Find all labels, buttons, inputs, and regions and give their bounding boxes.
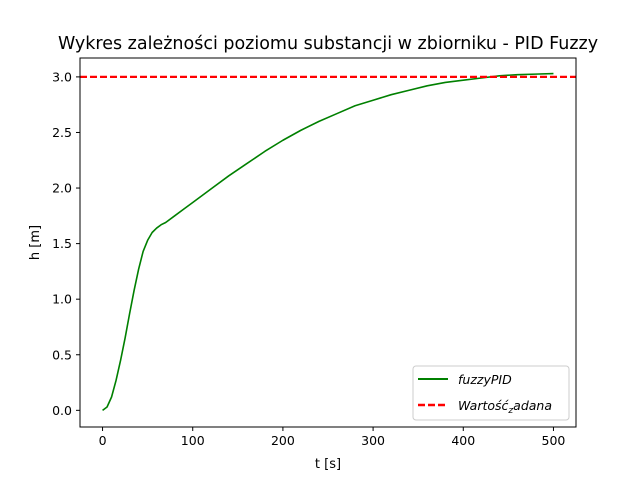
chart-title: Wykres zależności poziomu substancji w z… — [58, 34, 598, 54]
legend-label-setpoint-sub: z — [507, 406, 513, 416]
y-tick-label: 0.5 — [52, 347, 72, 362]
legend-label-setpoint-rest: adana — [513, 398, 552, 413]
series-layer — [80, 72, 576, 411]
legend-label-fuzzypid: fuzzyPID — [458, 372, 512, 387]
x-tick-label: 300 — [361, 433, 385, 448]
x-tick-label: 500 — [542, 433, 566, 448]
y-tick-label: 2.5 — [52, 125, 72, 140]
legend: fuzzyPID Wartośćzadana — [412, 365, 570, 421]
legend-label-setpoint-main: Wartość — [458, 398, 510, 413]
y-axis: 0.0 0.5 1.0 1.5 2.0 2.5 3.0 — [52, 69, 80, 418]
x-axis: 0 100 200 300 400 500 — [99, 427, 566, 448]
legend-frame — [412, 365, 570, 421]
plot-frame — [79, 57, 577, 428]
y-axis-label: h [m] — [28, 225, 43, 260]
series-line-fuzzypid — [102, 72, 554, 411]
y-tick-label: 2.0 — [52, 181, 72, 196]
x-tick-label: 400 — [451, 433, 475, 448]
x-axis-label: t [s] — [315, 457, 341, 472]
y-tick-label: 1.0 — [52, 292, 72, 307]
x-tick-label: 0 — [99, 433, 107, 448]
legend-label-setpoint: Wartośćzadana — [458, 398, 552, 416]
y-tick-label: 0.0 — [52, 403, 72, 418]
x-tick-label: 200 — [271, 433, 295, 448]
x-tick-label: 100 — [181, 433, 205, 448]
y-tick-label: 3.0 — [52, 69, 72, 84]
y-tick-label: 1.5 — [52, 236, 72, 251]
